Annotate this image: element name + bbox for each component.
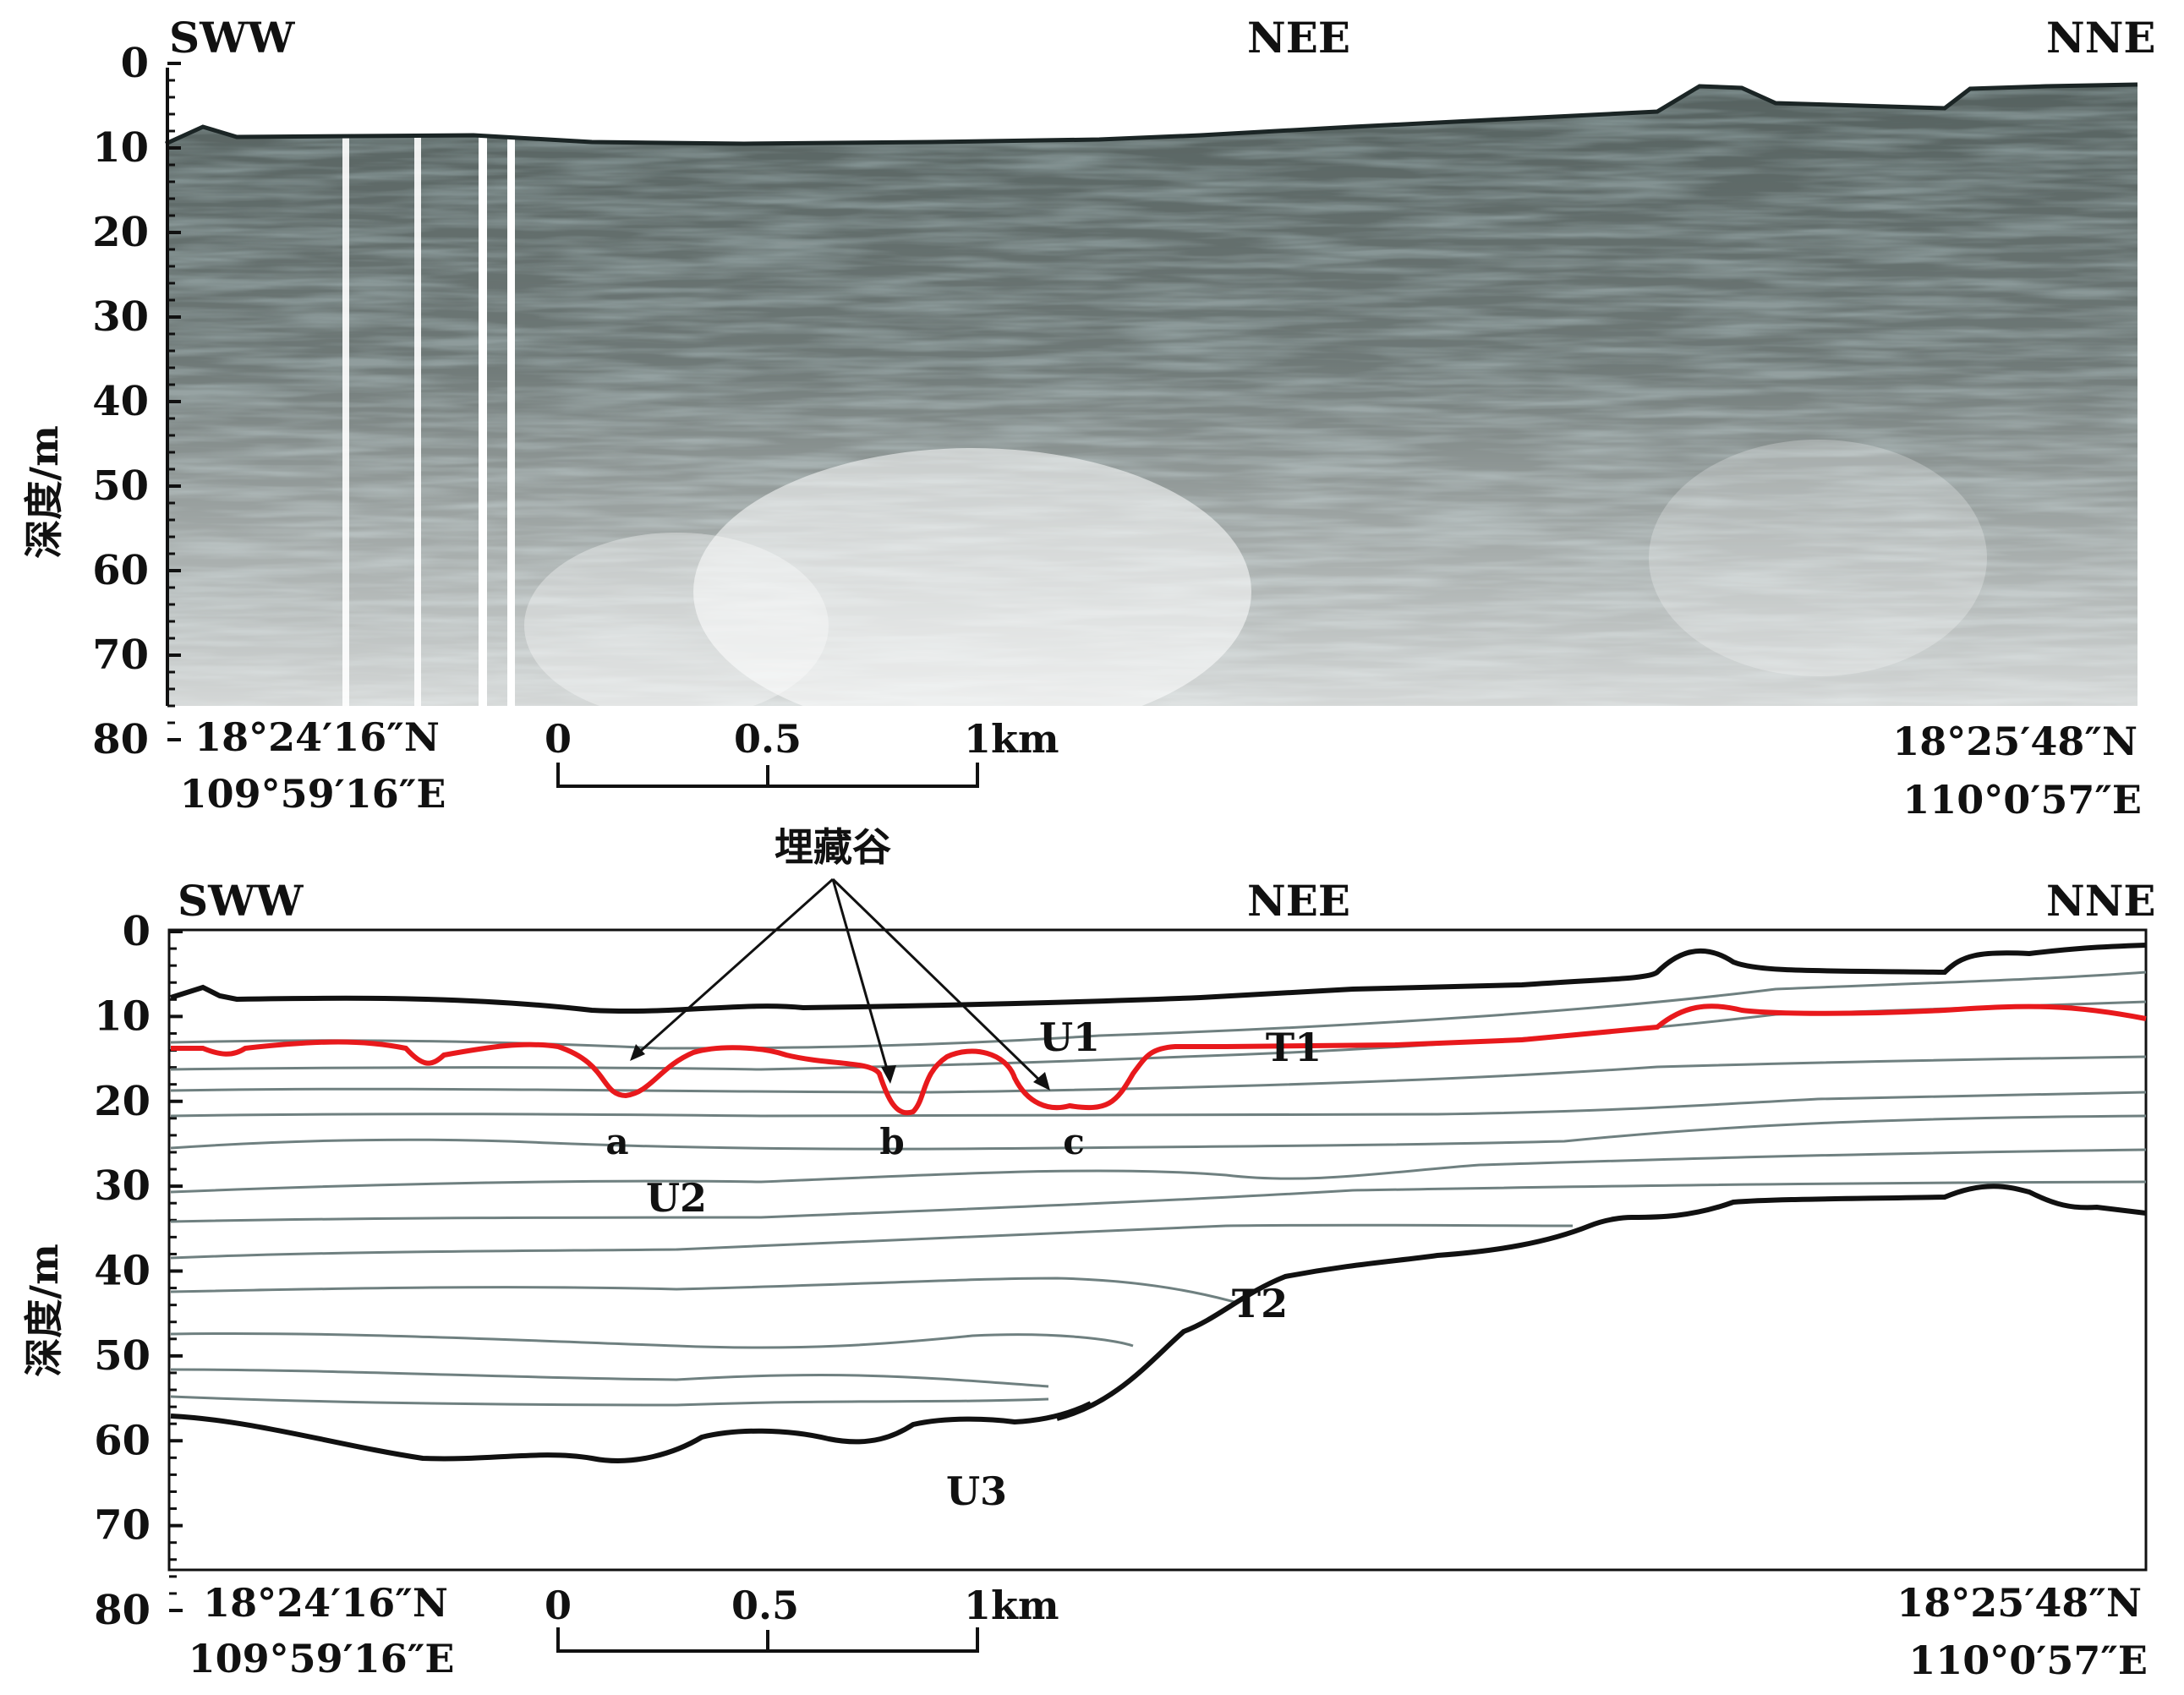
start-longitude: 109°59′16″E (180, 771, 446, 817)
arrow-heads (630, 1044, 1050, 1091)
depth-axis-tick-label: 10 (92, 124, 149, 172)
depth-axis-title-interp: 深度/m (21, 1244, 67, 1376)
seismic-image (166, 85, 2137, 706)
depth-axis-interp-tick-label: 80 (94, 1587, 151, 1634)
unit-label-u3: U3 (946, 1468, 1007, 1514)
depth-axis-interp-tick-label: 60 (94, 1417, 151, 1464)
reflector-label-t1: T1 (1266, 1025, 1322, 1070)
strata-lines (170, 971, 2147, 1407)
unit-label-u1: U1 (1039, 1014, 1100, 1060)
u3-boundary (170, 1401, 1092, 1463)
reflector-label-t2: T2 (1232, 1281, 1288, 1326)
depth-axis-interp-tick-label: 20 (94, 1078, 151, 1125)
seafloor-reflection (164, 82, 2138, 146)
unit-label-u2: U2 (646, 1175, 707, 1221)
seafloor-line (170, 943, 2147, 1014)
start-latitude: 18°24′16″N (194, 714, 440, 760)
depth-axis-interp-tick-label: 10 (94, 992, 151, 1040)
scale-tick-half: 0.5 (734, 716, 802, 762)
seismic-record-panel: SWW NEE NNE 0 10 20 30 40 50 60 70 80 深度/m 18°24… (21, 13, 2156, 823)
interpretation-frame (167, 928, 2148, 1572)
direction-label-middle-interp: NEE (1247, 876, 1350, 926)
direction-label-left-interp: SWW (178, 876, 304, 926)
depth-axis-ticks-interp: 0 10 20 30 40 50 60 70 80 (94, 908, 183, 1634)
depth-axis-tick-label: 30 (92, 293, 149, 341)
valley-label-c: c (1063, 1121, 1085, 1162)
depth-axis-tick-label: 20 (92, 209, 149, 256)
depth-axis-tick-label: 0 (121, 40, 149, 87)
start-longitude-interp: 109°59′16″E (189, 1636, 455, 1681)
direction-label-right-interp: NNE (2046, 876, 2156, 926)
end-longitude: 110°0′57″E (1902, 777, 2142, 823)
valley-label-b: b (879, 1121, 904, 1162)
direction-label-middle: NEE (1247, 13, 1350, 63)
scale-tick-0-interp: 0 (545, 1583, 572, 1628)
end-latitude: 18°25′48″N (1892, 719, 2137, 764)
start-latitude-interp: 18°24′16″N (203, 1580, 448, 1626)
scale-tick-1km-interp: 1km (964, 1583, 1059, 1628)
interpretation-panel: SWW NEE NNE 0 10 20 30 40 50 60 70 80 深度/m (21, 824, 2156, 1683)
valley-label-a: a (605, 1121, 628, 1162)
buried-valley-callout: 埋藏谷 (775, 824, 891, 870)
end-latitude-interp: 18°25′48″N (1897, 1580, 2142, 1626)
depth-axis-tick-label: 60 (92, 547, 149, 594)
end-longitude-interp: 110°0′57″E (1908, 1638, 2148, 1683)
depth-axis-interp-tick-label: 30 (94, 1162, 151, 1210)
depth-axis-interp-tick-label: 0 (123, 908, 151, 955)
depth-axis-interp-tick-label: 40 (94, 1248, 151, 1295)
scale-bar: 0 0.5 1km (545, 716, 1059, 788)
depth-axis-tick-label: 70 (92, 632, 149, 679)
direction-label-left: SWW (169, 13, 295, 63)
scale-tick-half-interp: 0.5 (731, 1583, 799, 1628)
depth-axis-title: 深度/m (21, 425, 67, 558)
depth-axis-interp-tick-label: 50 (94, 1332, 151, 1380)
direction-label-right: NNE (2046, 13, 2156, 63)
scale-bar-interp: 0 0.5 1km (545, 1583, 1059, 1653)
reflector-t1 (171, 1003, 2147, 1116)
scale-tick-0: 0 (545, 716, 572, 762)
depth-axis-tick-label: 40 (92, 378, 149, 425)
depth-axis-tick-label: 80 (92, 716, 149, 763)
depth-axis-interp-tick-label: 70 (94, 1502, 151, 1550)
reflector-t2 (1056, 1184, 2147, 1421)
scale-tick-1km: 1km (964, 716, 1059, 762)
callout-arrows (633, 878, 1048, 1088)
depth-axis-tick-label: 50 (92, 462, 149, 510)
depth-axis-ticks: 0 10 20 30 40 50 60 70 80 (92, 40, 181, 763)
